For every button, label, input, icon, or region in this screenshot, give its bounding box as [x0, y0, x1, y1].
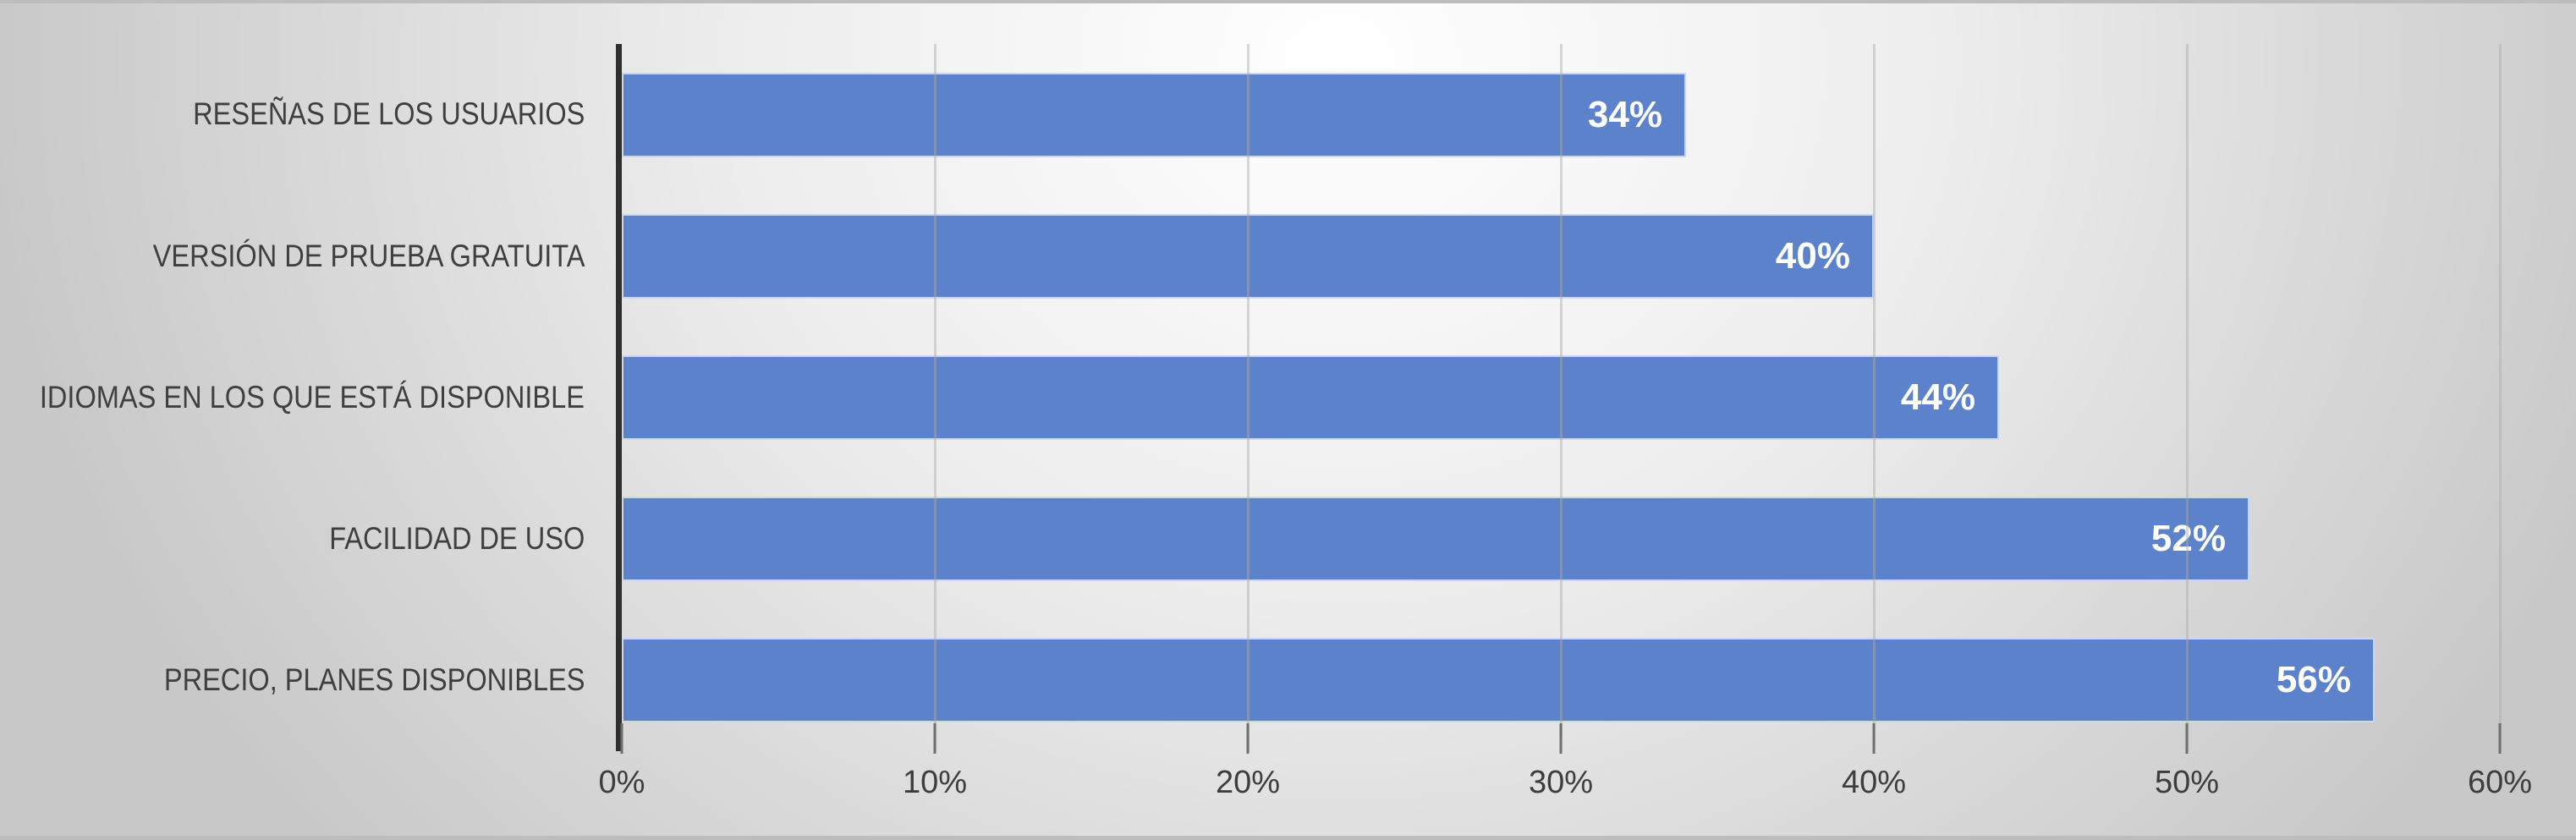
bar-value-label: 56% — [2276, 659, 2351, 701]
bar: 52% — [622, 497, 2249, 582]
bar-row: 34% — [622, 44, 2500, 185]
category-label-row: IDIOMAS EN LOS QUE ESTÁ DISPONIBLE — [0, 327, 603, 468]
axis-tick-label: 0% — [598, 765, 645, 800]
bar-row: 56% — [622, 610, 2500, 751]
category-label-row: PRECIO, PLANES DISPONIBLES — [0, 610, 603, 751]
axis-tick-mark — [1559, 723, 1563, 754]
bar: 34% — [622, 72, 1686, 157]
vertical-gridline — [1559, 44, 1563, 751]
axis-tick-label: 40% — [1841, 765, 1907, 800]
axis-tick-label: 20% — [1215, 765, 1281, 800]
bar: 40% — [622, 213, 1874, 299]
bar-row: 44% — [622, 327, 2500, 468]
value-axis: 0% 10% 20% 30% 40% 50% 60% — [599, 723, 2532, 836]
axis-tick-label: 60% — [2467, 765, 2533, 800]
category-label-row: FACILIDAD DE USO — [0, 469, 603, 610]
category-label: VERSIÓN DE PRUEBA GRATUITA — [152, 238, 585, 273]
vertical-gridline — [1246, 44, 1250, 751]
axis-tick-mark — [2185, 723, 2189, 754]
bar-row: 52% — [622, 469, 2500, 610]
axis-tick-mark — [933, 723, 936, 754]
vertical-gridline — [933, 44, 936, 751]
category-label: FACILIDAD DE USO — [328, 520, 585, 556]
bar: 44% — [622, 355, 1999, 440]
category-label: RESEÑAS DE LOS USUARIOS — [192, 96, 585, 132]
bar-value-label: 44% — [1900, 376, 1975, 418]
bar-row: 40% — [622, 185, 2500, 327]
vertical-gridline — [2498, 44, 2502, 751]
axis-tick-mark — [2498, 723, 2502, 754]
category-label-row: RESEÑAS DE LOS USUARIOS — [0, 44, 603, 185]
category-label-row: VERSIÓN DE PRUEBA GRATUITA — [0, 185, 603, 327]
bar-series: 34% 40% 44% 52% 56% — [622, 44, 2500, 751]
vertical-gridline — [1872, 44, 1876, 751]
axis-tick-label: 50% — [2154, 765, 2220, 800]
bar-value-label: 52% — [2150, 518, 2226, 560]
bar-value-label: 40% — [1775, 234, 1850, 277]
axis-tick-label: 10% — [902, 765, 968, 800]
category-label: IDIOMAS EN LOS QUE ESTÁ DISPONIBLE — [39, 379, 585, 415]
axis-tick-mark — [620, 723, 623, 754]
plot-area: 34% 40% 44% 52% 56% — [616, 44, 2502, 751]
axis-tick-mark — [1246, 723, 1250, 754]
axis-tick-label: 30% — [1528, 765, 1594, 800]
vertical-gridline — [2185, 44, 2189, 751]
category-axis-line — [616, 44, 622, 751]
bar: 56% — [622, 638, 2375, 723]
category-label: PRECIO, PLANES DISPONIBLES — [163, 662, 585, 698]
axis-tick-mark — [1872, 723, 1876, 754]
category-axis-labels: RESEÑAS DE LOS USUARIOS VERSIÓN DE PRUEBA… — [0, 44, 603, 751]
bar-value-label: 34% — [1587, 93, 1662, 135]
